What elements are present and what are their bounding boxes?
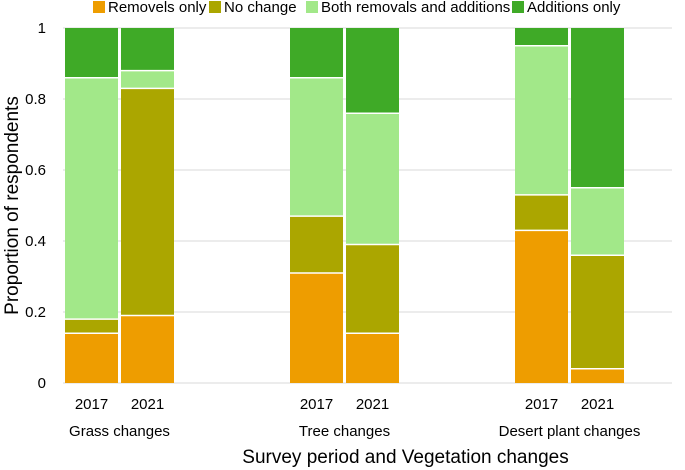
bar-segment [515, 194, 568, 231]
bar-segment [346, 28, 399, 114]
bar-segment [65, 77, 118, 320]
legend-swatch [512, 1, 524, 13]
bar-segment [515, 230, 568, 383]
bar-segment [65, 333, 118, 383]
legend-swatch [306, 1, 318, 13]
x-tick-label: 2021 [581, 396, 614, 413]
group-label: Grass changes [69, 423, 170, 440]
bar-segment [290, 28, 343, 78]
y-axis: 0 0.2 0.4 0.6 0.8 1 [25, 20, 46, 392]
bar-segment [121, 70, 174, 89]
group-label: Desert plant changes [499, 423, 641, 440]
bar-segment [346, 244, 399, 334]
bar-segment [290, 216, 343, 273]
bar-segment [515, 45, 568, 195]
y-tick-label: 1 [38, 20, 46, 37]
bar-segment [571, 368, 624, 383]
bar-segment [290, 272, 343, 383]
bar-segment [65, 28, 118, 78]
y-tick-label: 0 [38, 375, 46, 392]
y-axis-title: Proportion of respondents [2, 96, 23, 315]
bar-segment [65, 319, 118, 334]
x-tick-label: 2017 [525, 396, 558, 413]
y-tick-label: 0.6 [25, 162, 46, 179]
legend-label: Both removals and additions [321, 0, 510, 16]
x-axis: 2017 2021 2017 2021 2017 2021 Grass changes Tre… [69, 396, 640, 440]
y-tick-label: 0.2 [25, 304, 46, 321]
bar-segment [121, 28, 174, 71]
y-tick-label: 0.8 [25, 91, 46, 108]
bar-segment [571, 28, 624, 188]
legend-label: Additions only [527, 0, 621, 16]
bars [65, 28, 624, 383]
legend-swatch [93, 1, 105, 13]
x-tick-label: 2021 [131, 396, 164, 413]
x-tick-label: 2017 [75, 396, 108, 413]
bar-segment [346, 333, 399, 383]
legend-label: Removels only [108, 0, 207, 16]
group-label: Tree changes [299, 423, 390, 440]
x-tick-label: 2021 [356, 396, 389, 413]
bar-segment [346, 113, 399, 245]
legend-swatch [209, 1, 221, 13]
x-tick-label: 2017 [300, 396, 333, 413]
bar-segment [571, 255, 624, 369]
bar-segment [290, 77, 343, 217]
legend-label: No change [224, 0, 297, 16]
y-tick-label: 0.4 [25, 233, 46, 250]
legend: Removels only No change Both removals and … [93, 0, 621, 16]
bar-segment [121, 88, 174, 316]
bar-segment [515, 28, 568, 46]
x-axis-title: Survey period and Vegetation changes [242, 447, 568, 468]
bar-segment [121, 315, 174, 383]
bar-segment [571, 187, 624, 256]
